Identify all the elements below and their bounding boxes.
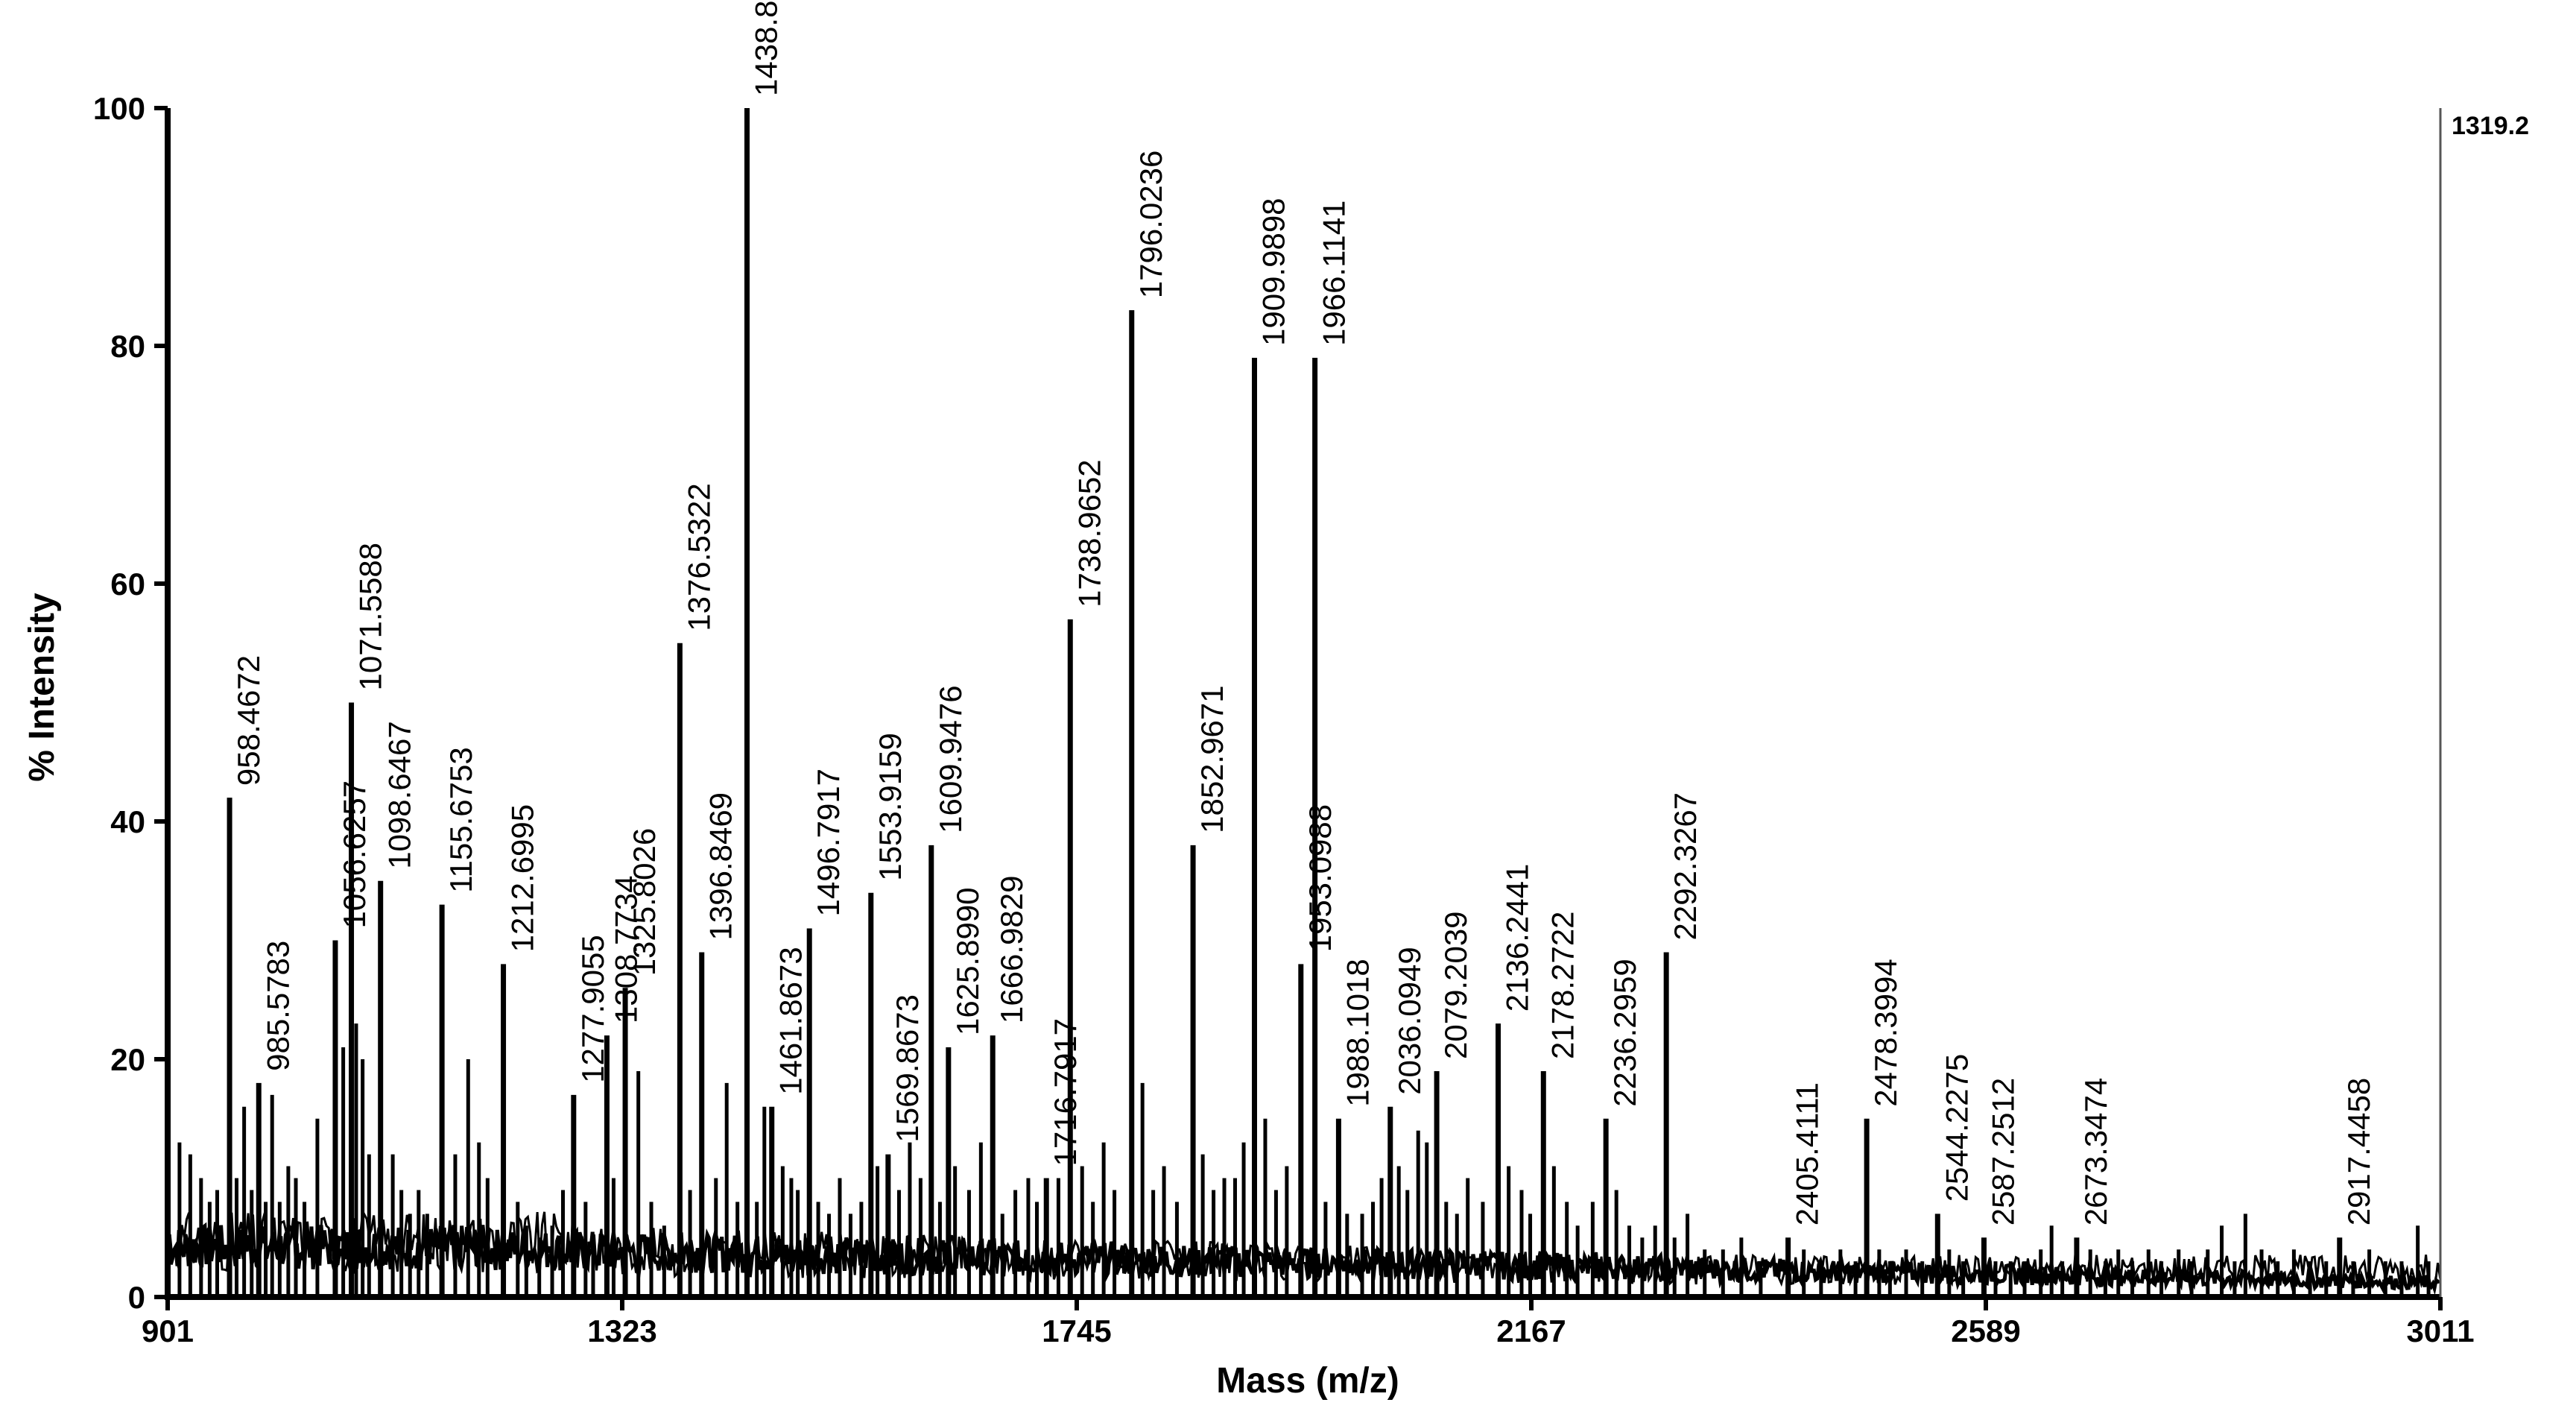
tick-labels: 0 20 40 60 80 100 901 1323 1745 2167 2589 3011 <box>93 91 2475 1348</box>
peak-label: 1553.9159 <box>873 733 908 881</box>
peak-label: 2292.3267 <box>1668 792 1703 941</box>
minor-peaks <box>177 1023 2431 1297</box>
x-axis-title: Mass (m/z) <box>1216 1361 1399 1401</box>
peak-label: 2036.0949 <box>1392 947 1427 1095</box>
peak-label: 2587.2512 <box>1986 1078 2021 1226</box>
peak-label: 1212.6995 <box>505 804 540 953</box>
peak-label: 1966.1141 <box>1317 201 1352 346</box>
y-tick-label: 20 <box>110 1042 145 1077</box>
peak-label: 1438.8694 <box>749 0 784 96</box>
peak-label: 1056.6257 <box>337 780 372 929</box>
peak-label: 2478.3994 <box>1868 959 1903 1107</box>
peak-label: 1738.9652 <box>1072 459 1107 608</box>
x-tick-label: 2167 <box>1496 1313 1566 1348</box>
peak-label: 1098.6467 <box>382 721 417 869</box>
peak-label: 1796.0236 <box>1133 151 1168 299</box>
x-tick-label: 2589 <box>1951 1313 2020 1348</box>
peak-label: 1496.7917 <box>811 769 846 917</box>
y-tick-label: 0 <box>128 1280 145 1315</box>
y-tick-label: 100 <box>93 91 145 126</box>
peak-label: 2136.2441 <box>1500 864 1535 1012</box>
labeled-peaks: 958.4672 985.5783 1056.6257 1071.5588 1098.6… <box>227 0 2376 1297</box>
peak-label: 1461.8673 <box>773 947 808 1095</box>
peak-label: 1325.8026 <box>627 828 662 976</box>
peak-label: 1071.5588 <box>353 543 388 691</box>
peak-label: 1625.8990 <box>950 887 985 1035</box>
peak-label: 2673.3474 <box>2078 1078 2113 1226</box>
peak-label: 1852.9671 <box>1194 685 1230 833</box>
x-tick-label: 3011 <box>2406 1313 2474 1348</box>
peak-label: 1155.6753 <box>443 747 478 892</box>
peak-label: 1569.8673 <box>890 994 925 1143</box>
peak-label: 2917.4458 <box>2341 1078 2376 1226</box>
y-tick-label: 80 <box>110 329 145 364</box>
y-tick-label: 40 <box>110 804 145 839</box>
peak-label: 2079.2039 <box>1438 911 1473 1059</box>
y-tick-label: 60 <box>110 567 145 602</box>
x-tick-label: 1745 <box>1042 1313 1111 1348</box>
peak-label: 1376.5322 <box>681 483 716 631</box>
peak-label: 985.5783 <box>260 941 295 1071</box>
peak-label: 2178.2722 <box>1545 911 1580 1059</box>
peak-label: 1716.7917 <box>1048 1018 1083 1167</box>
peak-label: 2405.4111 <box>1790 1082 1825 1225</box>
y-axis-title: % Intensity <box>22 593 62 782</box>
peak-label: 1988.1018 <box>1340 959 1375 1107</box>
peak-label: 958.4672 <box>231 655 266 786</box>
x-tick-label: 1323 <box>587 1313 656 1348</box>
x-tick-label: 901 <box>142 1313 194 1348</box>
peak-label: 2544.2275 <box>1939 1054 1974 1202</box>
peak-label: 1666.9829 <box>994 876 1029 1024</box>
axes <box>165 108 2442 1300</box>
max-intensity-label: 1319.2 <box>2452 112 2529 140</box>
peak-label: 1953.0988 <box>1303 804 1338 953</box>
peak-label: 1909.9898 <box>1256 198 1291 346</box>
peak-label: 2236.2959 <box>1607 959 1642 1107</box>
peak-label: 1609.9476 <box>933 685 968 833</box>
peak-label: 1396.8469 <box>703 792 738 941</box>
